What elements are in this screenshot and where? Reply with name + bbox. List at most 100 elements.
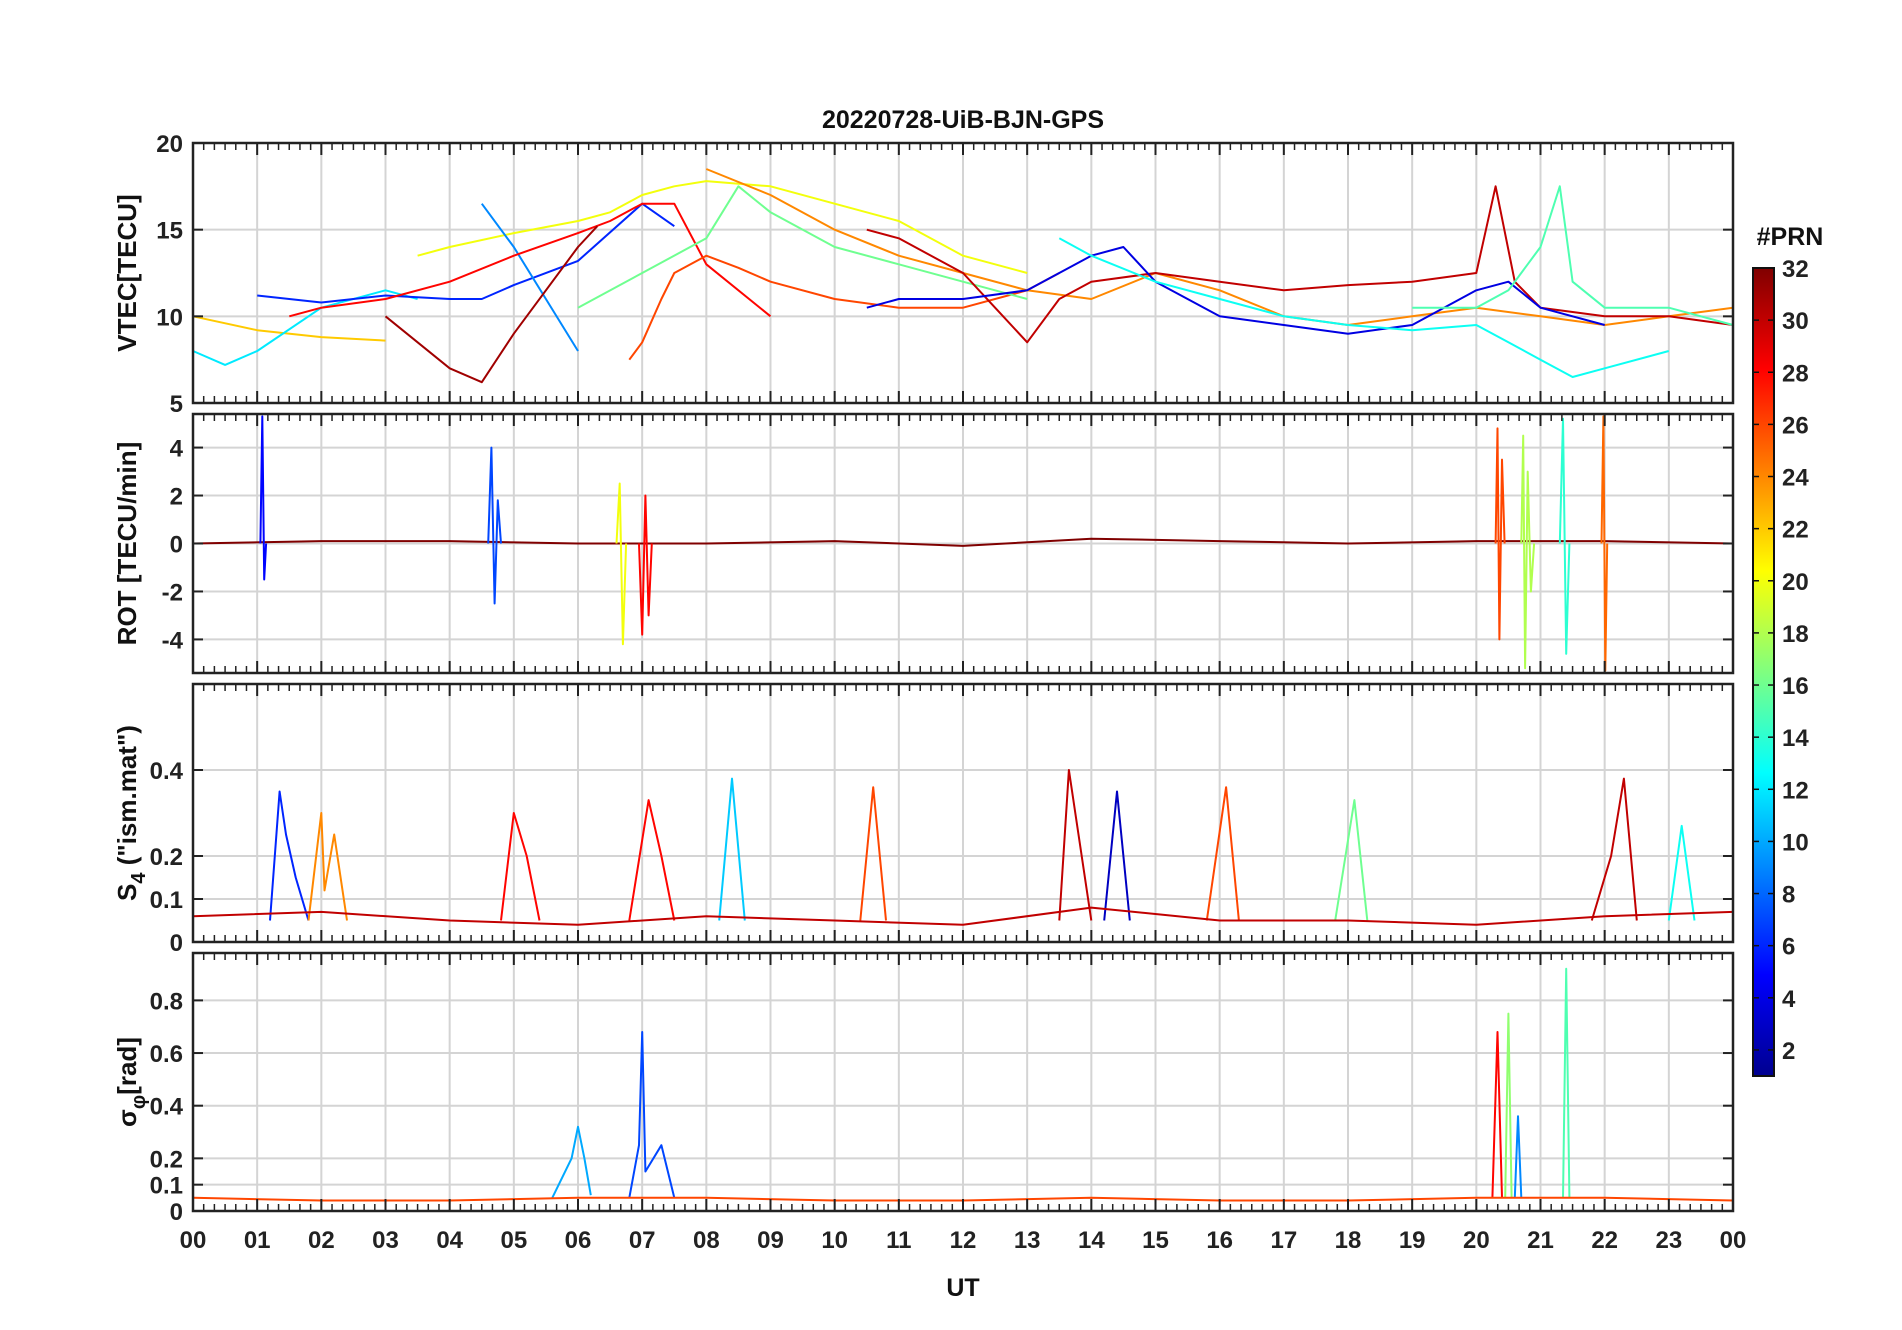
y-tick-label: 0 [170,930,183,957]
series-prn-22 [192,315,386,342]
x-axis-label: UT [946,1274,979,1302]
series-prn-24 [307,812,348,921]
series-prn-31 [384,225,599,384]
y-tick-label: 20 [156,131,183,158]
x-tick-label: 11 [886,1227,911,1254]
x-tick-label: 10 [821,1227,848,1254]
series-prn-16 [1334,799,1369,921]
colorbar-tick-label: 30 [1782,308,1809,335]
x-tick-label: 00 [1720,1227,1747,1254]
y-tick-label: 0 [170,1199,183,1226]
x-tick-label: 19 [1399,1227,1426,1254]
y-tick-label: 0.8 [150,988,183,1015]
colorbar-tick-label: 28 [1782,360,1809,387]
y-tick-label: 0.4 [150,758,184,785]
series-prn-32 [192,537,1734,547]
chart-title: 20220728-UiB-BJN-GPS [822,106,1104,134]
y-axis-label-tail: [rad] [112,1037,142,1095]
series-prn-26 [1494,427,1506,641]
colorbar-tick-label: 22 [1782,517,1809,544]
colorbar-tick-label: 8 [1782,882,1795,909]
series-prn-13 [1058,237,1670,378]
series-prn-26 [628,254,1060,361]
series-prn-18 [1520,434,1536,670]
series-prn-26 [1205,786,1240,921]
y-axis-label: S4 ("ism.mat") [112,725,150,901]
x-tick-label: 16 [1206,1227,1233,1254]
series-prn-28 [638,494,653,636]
colorbar-tick-label: 18 [1782,621,1809,648]
x-tick-label: 17 [1270,1227,1297,1254]
panel-s4: 0 0.1 0.2 0.4S4 ("ism.mat") [112,682,1735,957]
series-prn-13 [1667,824,1696,921]
series-prn-28 [1491,1031,1503,1198]
x-tick-label: 08 [693,1227,720,1254]
series-prn-20 [615,482,628,646]
panel-sigma_phi: 00.10.20.40.60.8σφ[rad] [112,951,1735,1226]
x-tick-label: 03 [372,1227,399,1254]
x-tick-label: 07 [629,1227,656,1254]
colorbar-tick-label: 4 [1782,986,1796,1013]
x-tick-label: 04 [436,1227,463,1254]
y-tick-label: 15 [156,218,183,245]
y-tick-label: -2 [162,579,183,606]
y-axis-label: VTEC[TECU] [112,194,142,351]
series-prn-15 [1412,185,1734,326]
x-tick-label: 01 [244,1227,271,1254]
series-prn-28 [289,202,772,318]
series-prn-26 [859,786,887,921]
y-tick-label: 0.2 [150,844,183,871]
y-axis-label-sub: φ [128,1095,150,1109]
series-prn-9 [480,203,579,352]
y-tick-label: 4 [170,436,184,463]
y-tick-label: 0.1 [150,1173,183,1200]
colorbar-tick-label: 24 [1782,465,1809,492]
colorbar-gradient [1752,267,1775,1077]
y-axis-label-main: σ [112,1109,142,1127]
panel-vtec: 5 10 15 20 VTEC[TECU] [112,131,1735,418]
series-prn-25 [1600,415,1609,672]
series-prn-30 [1058,769,1093,921]
series-prn-24 [705,168,1734,326]
series-prn-28 [628,799,676,921]
y-axis-label: ROT [TECU/min] [112,442,142,646]
y-tick-label: 5 [170,391,183,418]
colorbar-label: #PRN [1757,223,1824,251]
panel-rot: -4 -2 0 2 4 ROT [TECU/min] [112,412,1735,675]
series-prn-17 [1504,1012,1513,1198]
colorbar-tick-label: 10 [1782,829,1809,856]
series-prn-30 [1590,777,1638,921]
series-prn-7 [628,1031,676,1199]
series-prn-20 [417,180,1028,274]
series-prn-28 [500,812,541,921]
series-prn-3 [1103,790,1131,921]
series-prn-12 [192,289,418,366]
y-tick-label: 10 [156,304,183,331]
y-tick-label: 0.1 [150,887,183,914]
colorbar-tick-label: 6 [1782,934,1795,961]
y-tick-label: 0.2 [150,1146,183,1173]
colorbar-tick-label: 32 [1782,256,1809,283]
x-tick-label: 15 [1142,1227,1169,1254]
colorbar-tick-label: 2 [1782,1038,1795,1065]
y-axis-label-tail: ("ism.mat") [112,725,142,872]
series-prn-30 [192,906,1734,926]
colorbar-tick-label: 12 [1782,777,1809,804]
series-prn-11 [718,777,746,921]
y-axis-label-sub: 4 [128,872,150,884]
colorbar-tick-label: 14 [1782,725,1809,752]
x-tick-label: 02 [308,1227,335,1254]
series-prn-15 [1562,967,1571,1198]
x-tick-label: 13 [1014,1227,1041,1254]
x-tick-label: 18 [1335,1227,1362,1254]
series-prn-14 [1558,417,1571,655]
y-tick-label: 0.4 [150,1094,184,1121]
colorbar-tick-label: 26 [1782,412,1809,439]
y-axis-label: σφ[rad] [112,1037,150,1127]
x-tick-label: 05 [500,1227,527,1254]
series-prn-6 [269,790,310,921]
y-tick-label: 2 [170,484,183,511]
